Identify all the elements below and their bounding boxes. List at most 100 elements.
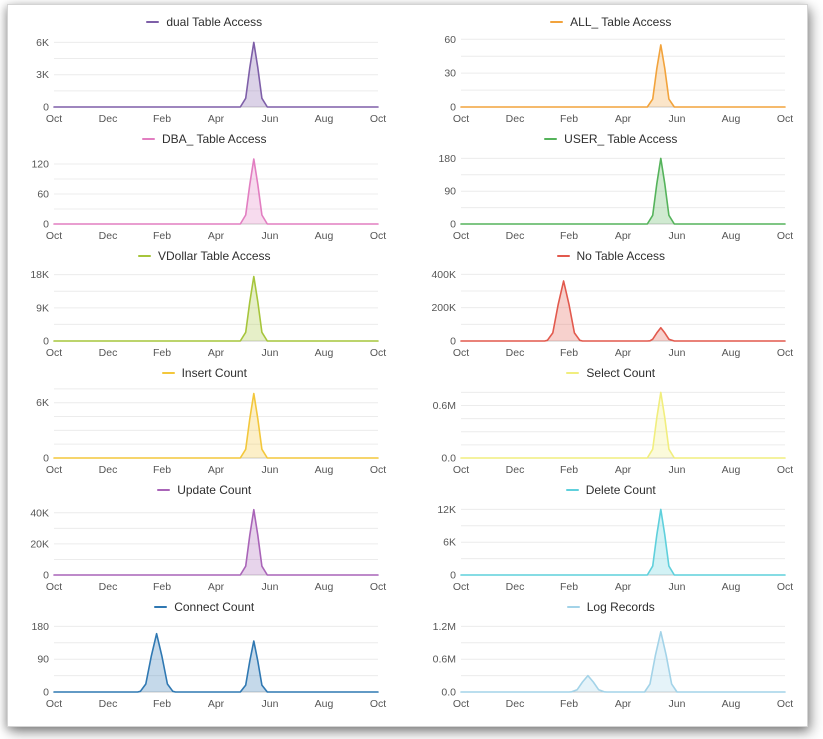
x-tick-label: Feb <box>153 113 171 125</box>
chart-title: Select Count <box>425 364 798 382</box>
x-tick-label: Oct <box>452 581 468 593</box>
chart-plot: 0 30 60 Oct Dec Feb Apr Jun Aug Oct <box>444 34 793 125</box>
x-tick-label: Dec <box>505 113 524 125</box>
x-tick-label: Dec <box>505 230 524 242</box>
y-tick-label: 0.0 <box>441 687 456 699</box>
y-tick-label: 0 <box>43 102 49 114</box>
x-tick-label: Apr <box>614 230 631 242</box>
x-tick-label: Apr <box>614 581 631 593</box>
x-tick-label: Feb <box>559 113 577 125</box>
x-tick-label: Apr <box>208 464 225 476</box>
x-tick-label: Aug <box>721 113 740 125</box>
chart-title-text: Insert Count <box>181 366 247 380</box>
x-tick-label: Apr <box>614 464 631 476</box>
x-tick-label: Jun <box>668 581 685 593</box>
x-tick-label: Oct <box>452 230 468 242</box>
y-tick-label: 0 <box>450 102 456 114</box>
chart-title-text: Connect Count <box>174 600 255 614</box>
series-area <box>54 159 378 224</box>
x-tick-label: Dec <box>99 347 118 359</box>
x-tick-label: Dec <box>99 464 118 476</box>
chart-plot: 0.0 0.6M Oct Dec Feb Apr Jun Aug Oct <box>432 391 793 476</box>
chart-title-text: No Table Access <box>576 249 666 263</box>
series-line <box>459 44 786 108</box>
y-tick-label: 1.2M <box>432 621 455 633</box>
legend-line-icon <box>550 21 564 23</box>
chart-title-text: Delete Count <box>585 483 656 497</box>
x-tick-label: Oct <box>46 113 62 125</box>
x-tick-label: Aug <box>315 464 334 476</box>
legend-line-icon <box>154 606 168 608</box>
x-tick-label: Oct <box>776 230 792 242</box>
y-tick-label: 0 <box>43 453 49 465</box>
y-tick-label: 90 <box>37 654 49 666</box>
x-tick-label: Feb <box>153 698 171 710</box>
x-tick-label: Jun <box>262 113 279 125</box>
x-tick-label: Jun <box>262 230 279 242</box>
chart-plot: 0.0 0.6M 1.2M Oct Dec Feb Apr Jun Aug Oct <box>432 621 793 710</box>
series-area <box>460 631 785 692</box>
x-tick-label: Dec <box>505 347 524 359</box>
x-tick-label: Feb <box>153 464 171 476</box>
x-tick-label: Feb <box>559 581 577 593</box>
chart-plot: 0 20K 40K Oct Dec Feb Apr Jun Aug Oct <box>30 507 386 593</box>
chart-title: Delete Count <box>425 481 798 499</box>
y-tick-label: 60 <box>444 34 456 46</box>
x-tick-label: Oct <box>452 347 468 359</box>
x-tick-label: Oct <box>46 464 62 476</box>
x-tick-label: Aug <box>721 464 740 476</box>
x-tick-label: Apr <box>208 113 225 125</box>
x-tick-label: Aug <box>721 581 740 593</box>
legend-line-icon <box>544 138 558 140</box>
series-line <box>459 280 786 342</box>
chart-select-count: Select Count 0.0 0.6M Oct Dec Feb Apr Jun Aug Oc… <box>425 364 798 478</box>
series-line <box>459 391 786 459</box>
series-line <box>459 631 786 693</box>
y-tick-label: 9K <box>36 302 49 314</box>
y-tick-label: 60 <box>37 189 49 201</box>
x-tick-label: Aug <box>721 347 740 359</box>
x-tick-label: Oct <box>776 113 792 125</box>
chart-title: ALL_ Table Access <box>425 13 798 31</box>
chart-title: Insert Count <box>18 364 391 382</box>
y-tick-label: 0 <box>43 336 49 348</box>
x-tick-label: Oct <box>776 464 792 476</box>
x-tick-label: Oct <box>776 698 792 710</box>
chart-title: DBA_ Table Access <box>18 130 391 148</box>
chart-title: USER_ Table Access <box>425 130 798 148</box>
chart-plot: 0 90 180 Oct Dec Feb Apr Jun Aug Oct <box>438 153 793 242</box>
x-tick-label: Oct <box>46 698 62 710</box>
x-tick-label: Dec <box>99 230 118 242</box>
y-tick-label: 30 <box>444 68 456 80</box>
series-line <box>53 275 379 342</box>
x-tick-label: Feb <box>153 230 171 242</box>
x-tick-label: Oct <box>370 113 386 125</box>
chart-title: VDollar Table Access <box>18 247 391 265</box>
chart-plot: 0 60 120 Oct Dec Feb Apr Jun Aug Oct <box>31 158 386 242</box>
chart-plot: 0 9K 18K Oct Dec Feb Apr Jun Aug Oct <box>30 269 386 359</box>
x-tick-label: Apr <box>614 347 631 359</box>
series-line <box>53 158 379 225</box>
chart-log-records: Log Records 0.0 0.6M 1.2M Oct Dec Feb Apr Jun Au… <box>425 598 798 712</box>
chart-title-text: ALL_ Table Access <box>570 15 672 29</box>
x-tick-label: Oct <box>370 464 386 476</box>
y-tick-label: 12K <box>437 504 456 516</box>
chart-title-text: Select Count <box>586 366 656 380</box>
chart-title-text: Log Records <box>586 600 655 614</box>
x-tick-label: Aug <box>315 230 334 242</box>
x-tick-label: Jun <box>668 230 685 242</box>
series-area <box>460 392 785 458</box>
chart-title: No Table Access <box>425 247 798 265</box>
x-tick-label: Dec <box>505 698 524 710</box>
y-tick-label: 0 <box>450 219 456 231</box>
legend-line-icon <box>138 255 151 257</box>
dashboard-panel: dual Table Access 0 3K 6K Oct Dec Feb Apr Jun Au… <box>7 4 808 727</box>
x-tick-label: Oct <box>452 464 468 476</box>
x-tick-label: Apr <box>208 230 225 242</box>
legend-line-icon <box>556 255 570 257</box>
series-line <box>53 392 379 459</box>
y-tick-label: 180 <box>438 153 456 165</box>
x-tick-label: Aug <box>721 230 740 242</box>
x-tick-label: Apr <box>208 581 225 593</box>
y-tick-label: 0 <box>450 336 456 348</box>
